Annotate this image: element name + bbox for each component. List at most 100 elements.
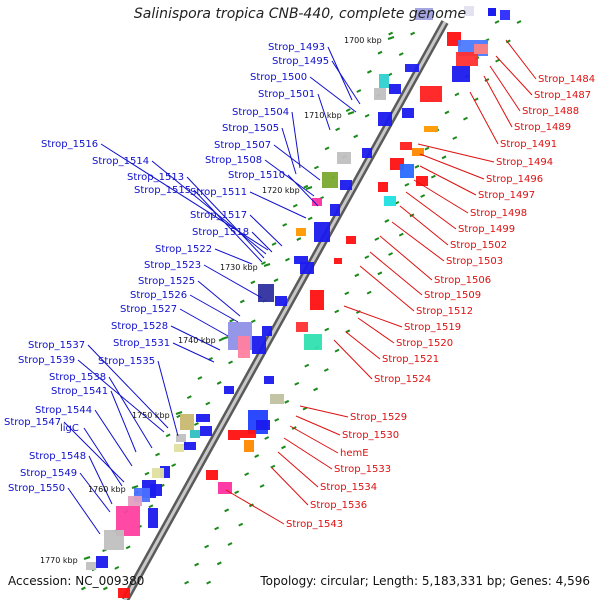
gene-feature — [322, 172, 338, 188]
gene-feature — [304, 334, 322, 350]
spacing-dash — [244, 472, 250, 477]
gene-feature — [224, 386, 234, 394]
spacing-dash — [282, 223, 288, 227]
gene-feature — [262, 326, 272, 336]
spacing-dash — [353, 134, 359, 139]
spacing-dash — [197, 376, 203, 380]
right-leader-line — [299, 405, 349, 418]
left-leader-line — [331, 60, 361, 105]
left-leader-line — [88, 455, 113, 505]
right-leader-line — [505, 39, 537, 80]
left-gene-label: Strop_1531 — [113, 338, 170, 349]
left-leader-line — [186, 176, 265, 259]
left-gene-label: Strop_1508 — [205, 155, 262, 166]
gene-feature — [270, 394, 284, 404]
spacing-dash — [171, 463, 177, 468]
gene-feature — [264, 376, 274, 384]
spacing-dash — [186, 395, 192, 399]
left-gene-label: Strop_1523 — [144, 260, 201, 271]
left-leader-line — [317, 93, 331, 131]
spacing-dash — [307, 216, 313, 221]
gene-features — [86, 6, 510, 598]
spacing-dash — [323, 368, 329, 372]
topology-text: Topology: circular; Length: 5,183,331 bp… — [260, 574, 590, 588]
left-gene-label: Strop_1525 — [138, 276, 195, 287]
left-gene-label: Strop_1549 — [20, 468, 77, 479]
right-leader-line — [345, 331, 381, 360]
left-gene-label: Strop_1547 — [4, 417, 61, 428]
left-leader-line — [287, 174, 319, 207]
spacing-dash — [184, 580, 190, 585]
right-leader-line — [295, 415, 341, 436]
spacing-dash — [114, 565, 120, 570]
gene-feature — [374, 88, 386, 100]
spacing-dash — [193, 422, 199, 426]
gene-feature — [378, 112, 392, 126]
spacing-dash — [228, 360, 234, 365]
gene-feature — [464, 6, 474, 16]
kbp-label: 1710 kbp — [304, 111, 342, 120]
spacing-dash — [261, 261, 266, 266]
spacing-dash — [463, 116, 468, 121]
gene-feature — [412, 148, 424, 156]
gene-feature — [337, 152, 351, 164]
right-leader-line — [283, 437, 333, 470]
gene-feature — [296, 322, 308, 332]
gene-feature — [294, 256, 308, 264]
map-title: Salinispora tropica CNB-440, complete ge… — [133, 6, 467, 22]
right-leader-line — [419, 153, 485, 180]
left-leader-line — [79, 472, 111, 513]
left-gene-label: Strop_1511 — [190, 187, 247, 198]
gene-feature — [196, 414, 210, 422]
spacing-dash — [274, 417, 280, 422]
gene-feature — [312, 198, 322, 206]
left-gene-label: ligC — [60, 423, 79, 434]
left-gene-label: Strop_1527 — [120, 304, 177, 315]
kbp-tick — [83, 556, 91, 560]
left-leader-line — [108, 376, 153, 449]
gene-feature — [346, 236, 356, 244]
spacing-dash — [270, 464, 276, 469]
right-leader-line — [271, 467, 309, 506]
spacing-dash — [345, 108, 351, 112]
left-gene-label: Strop_1538 — [49, 372, 106, 383]
spacing-dash — [284, 399, 290, 404]
spacing-dash — [250, 319, 256, 324]
right-gene-label: Strop_1520 — [396, 338, 453, 349]
right-gene-label: Strop_1534 — [320, 482, 377, 493]
kbp-label: 1700 kbp — [344, 36, 382, 45]
right-gene-label: Strop_1543 — [286, 519, 343, 530]
left-leader-line — [83, 427, 123, 487]
spacing-dash — [302, 406, 308, 411]
right-gene-label: Strop_1488 — [522, 106, 579, 117]
left-leader-line — [179, 308, 229, 337]
gene-feature — [256, 420, 270, 430]
kbp-tick — [263, 263, 271, 267]
right-gene-label: Strop_1497 — [478, 190, 535, 201]
left-leader-line — [249, 191, 307, 219]
left-gene-label: Strop_1501 — [258, 89, 315, 100]
right-gene-label: Strop_1496 — [486, 174, 543, 185]
right-gene-label: Strop_1506 — [434, 275, 491, 286]
left-leader-line — [63, 421, 125, 483]
kbp-tick — [347, 111, 355, 115]
spacing-dash — [313, 387, 319, 392]
spacing-dash — [344, 291, 350, 296]
left-gene-label: Strop_1493 — [268, 42, 325, 53]
gene-feature — [275, 296, 287, 306]
right-leader-line — [357, 317, 395, 344]
gene-feature — [488, 8, 496, 16]
kbp-tick — [387, 36, 395, 40]
spacing-dash — [214, 526, 220, 531]
gene-feature — [128, 496, 142, 506]
kbp-label: 1720 kbp — [262, 186, 300, 195]
right-gene-label: Strop_1530 — [342, 430, 399, 441]
gene-feature — [389, 84, 401, 94]
left-gene-label: Strop_1526 — [130, 290, 187, 301]
spacing-dash — [452, 136, 458, 140]
right-gene-label: Strop_1489 — [514, 122, 571, 133]
gene-feature — [452, 66, 470, 82]
spacing-dash — [205, 401, 211, 406]
right-leader-line — [379, 235, 433, 281]
